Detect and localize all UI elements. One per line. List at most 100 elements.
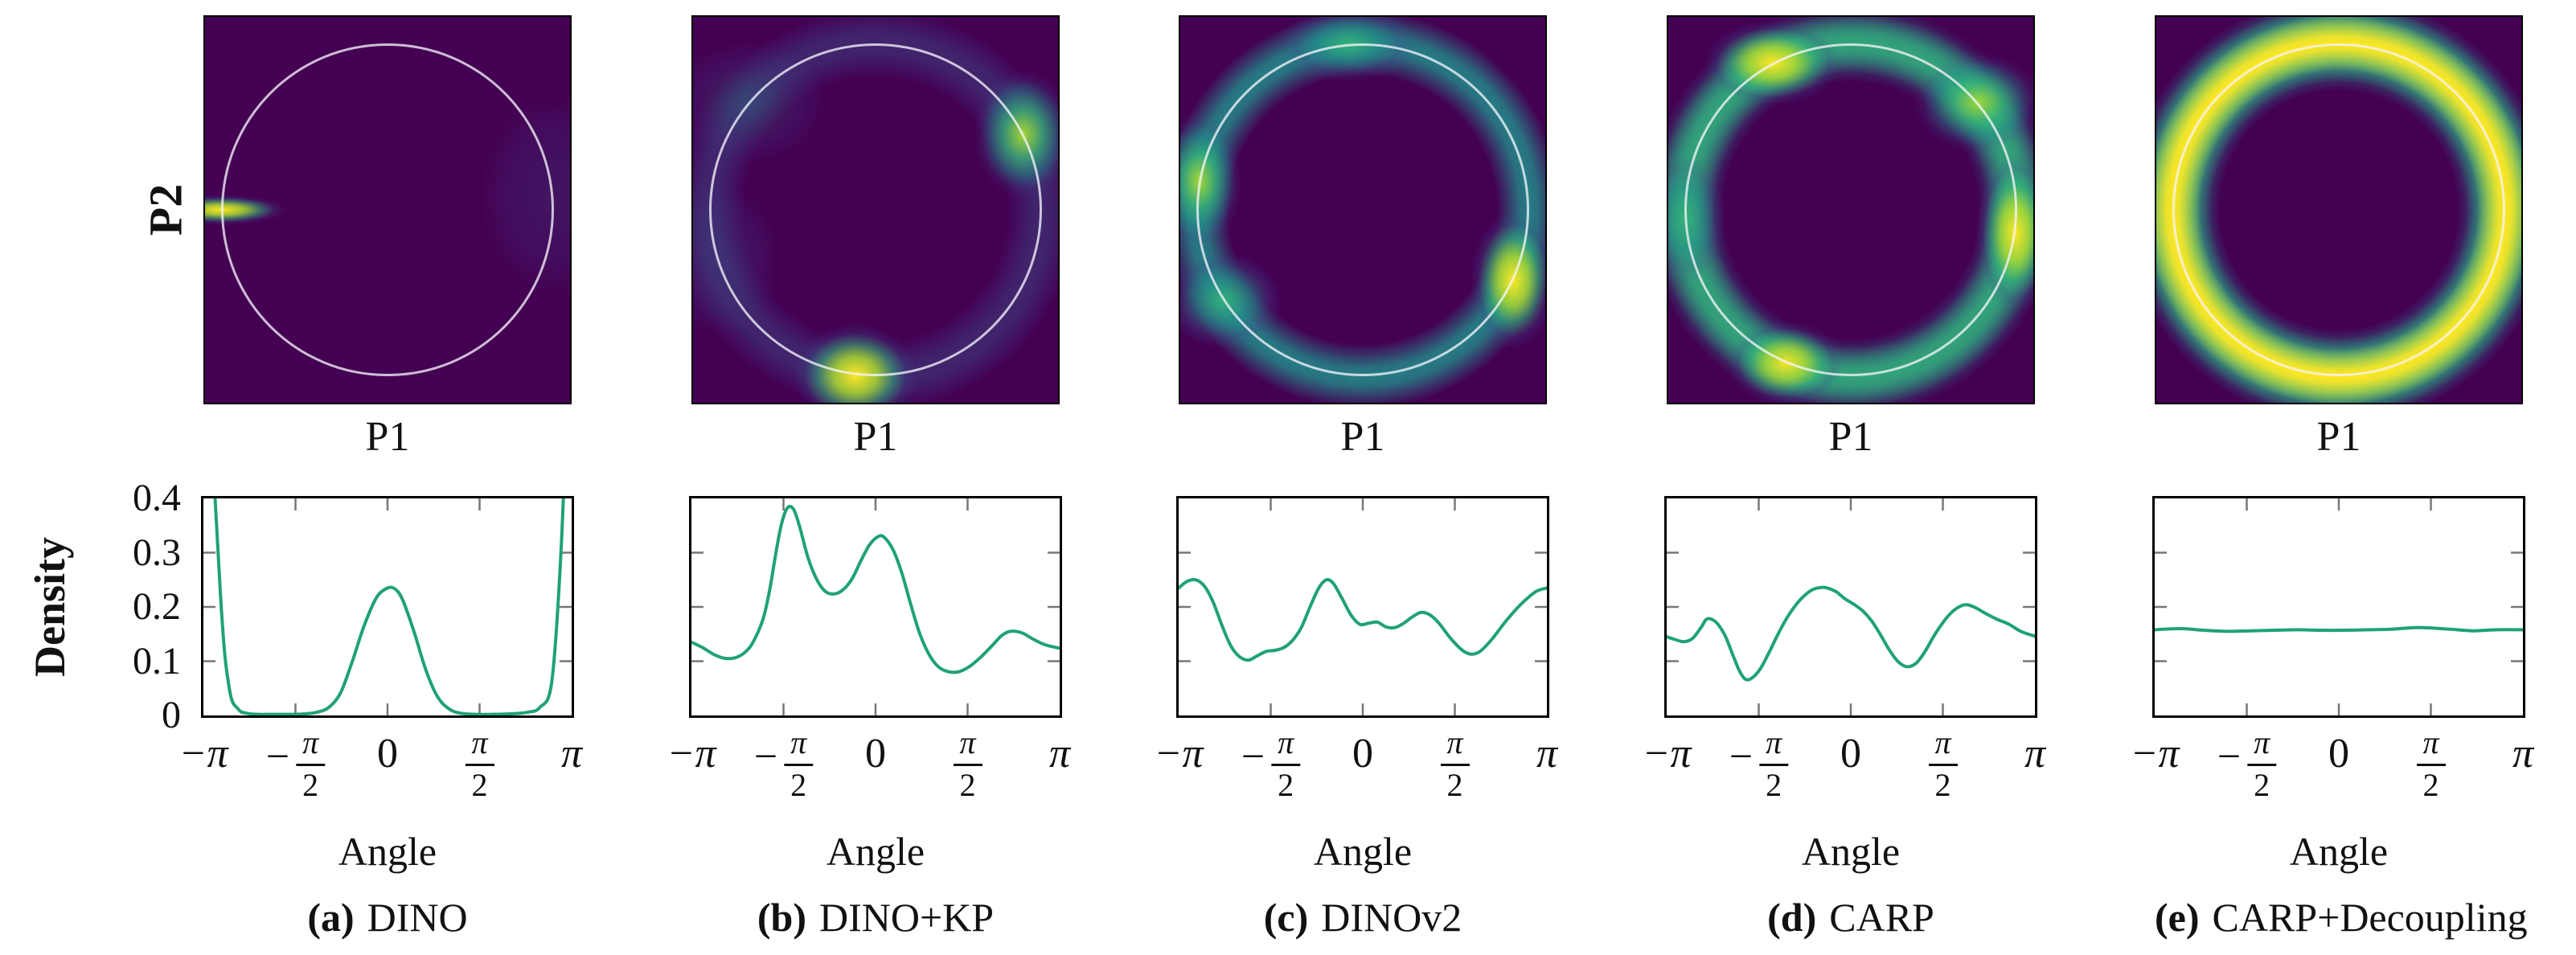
xtick-row: −π − π 2 0 π 2 π: [1154, 725, 1557, 814]
panel-caption: (b) DINO+KP: [691, 892, 1060, 942]
xtick-text: 0: [1352, 731, 1373, 777]
density-heatmap: [1179, 15, 1547, 404]
minus-sign: −: [265, 734, 290, 780]
xtick-fraction: − π 2: [1729, 725, 1789, 803]
panel-caption: (c) DINOv2: [1179, 892, 1547, 942]
density-heatmap: [2155, 15, 2523, 404]
ytick-label-0: 0: [162, 694, 181, 736]
xtick-text: −π: [1642, 731, 1692, 777]
figure-column-dino: P1 −π − π 2 0 π 2 π Angle (a) DINO: [178, 0, 582, 955]
panel-caption: (e) CARP+Decoupling: [2155, 892, 2528, 942]
unit-circle-overlay: [2172, 43, 2505, 377]
xtick-label: −π: [2130, 725, 2179, 775]
fraction-denominator: 2: [1446, 767, 1463, 803]
xtick-label: − π 2: [2217, 725, 2277, 801]
xtick-label: −π: [667, 725, 716, 775]
ytick-label-0p3: 0.3: [133, 531, 181, 574]
fraction-numerator: π: [1440, 725, 1470, 766]
angle-axis-label: Angle: [338, 829, 437, 874]
density-axis-label: Density: [26, 537, 74, 677]
panel-caption: (a) DINO: [203, 892, 572, 942]
xtick-text: −π: [667, 731, 716, 777]
p1-axis-label: P1: [853, 414, 898, 460]
minus-sign: −: [2217, 734, 2242, 780]
fraction-numerator: π: [1759, 725, 1789, 766]
xtick-label: − π 2: [754, 725, 814, 803]
xtick-fraction: − π 2: [1241, 725, 1301, 803]
p1-axis-label: P1: [1828, 414, 1873, 460]
xtick-label: 0: [1840, 725, 1861, 775]
ytick-label-0p2: 0.2: [133, 585, 181, 628]
density-curve-svg: [203, 498, 572, 715]
caption-model-name: DINOv2: [1321, 895, 1462, 940]
angle-density-plot: [1176, 496, 1549, 718]
density-curve: [2155, 625, 2523, 633]
xtick-label: 0: [2328, 725, 2349, 775]
panel-caption: (d) CARP: [1667, 892, 2035, 942]
xtick-label: 0: [377, 725, 398, 775]
caption-letter: (a): [307, 895, 355, 940]
xtick-text: 0: [1840, 731, 1861, 777]
xtick-label: 0: [865, 725, 886, 775]
xtick-text: π: [2024, 731, 2046, 777]
density-curve: [1179, 577, 1547, 662]
xtick-label: π: [1049, 725, 1070, 775]
fraction-numerator: π: [2416, 725, 2446, 766]
angle-density-plot: [689, 496, 1062, 718]
angle-axis-label: Angle: [1801, 829, 1901, 874]
density-curve-svg: [691, 498, 1060, 715]
xtick-label: 0: [1352, 725, 1373, 775]
xtick-label: π: [561, 725, 582, 775]
xtick-text: 0: [377, 731, 398, 777]
fraction-denominator: 2: [1278, 767, 1294, 803]
fraction-denominator: 2: [2422, 767, 2439, 803]
fraction-denominator: 2: [1766, 767, 1782, 803]
ytick-label-0p4: 0.4: [133, 477, 181, 519]
xtick-fraction: − π 2: [754, 725, 814, 803]
xtick-label: − π 2: [1729, 725, 1789, 803]
p2-axis-label: P2: [139, 183, 192, 236]
figure-column-dinov2: P1 −π − π 2 0 π 2 π Angle (c) DINOv2: [1154, 0, 1557, 955]
density-curve-svg: [1667, 498, 2035, 715]
xtick-row: −π − π 2 0 π 2 π: [2130, 725, 2533, 814]
p1-axis-label: P1: [2316, 414, 2361, 460]
density-curve: [1667, 585, 2035, 682]
p1-axis-label: P1: [1340, 414, 1385, 460]
angle-density-plot: [2152, 496, 2525, 718]
xtick-label: π: [2512, 725, 2533, 775]
fraction-numerator: π: [2247, 725, 2277, 766]
density-curve: [213, 498, 565, 715]
xtick-text: π: [1536, 731, 1558, 777]
caption-letter: (e): [2155, 895, 2200, 940]
fraction-numerator: π: [953, 725, 982, 766]
xtick-label: − π 2: [1241, 725, 1301, 803]
density-curve-svg: [1179, 498, 1547, 715]
fraction-denominator: 2: [959, 767, 976, 803]
xtick-text: π: [2512, 731, 2534, 777]
fraction-denominator: 2: [302, 767, 319, 803]
minus-sign: −: [1729, 734, 1754, 780]
fraction-denominator: 2: [790, 767, 807, 803]
fraction-denominator: 2: [471, 767, 488, 803]
fraction-numerator: π: [1271, 725, 1301, 766]
fraction-denominator: 2: [1934, 767, 1951, 803]
caption-model-name: CARP: [1829, 895, 1934, 940]
xtick-text: −π: [178, 731, 228, 777]
density-curve: [691, 504, 1060, 674]
xtick-text: −π: [1154, 731, 1204, 777]
xtick-label: π: [2024, 725, 2045, 775]
density-curve-svg: [2155, 498, 2523, 715]
fraction-numerator: π: [296, 725, 326, 766]
